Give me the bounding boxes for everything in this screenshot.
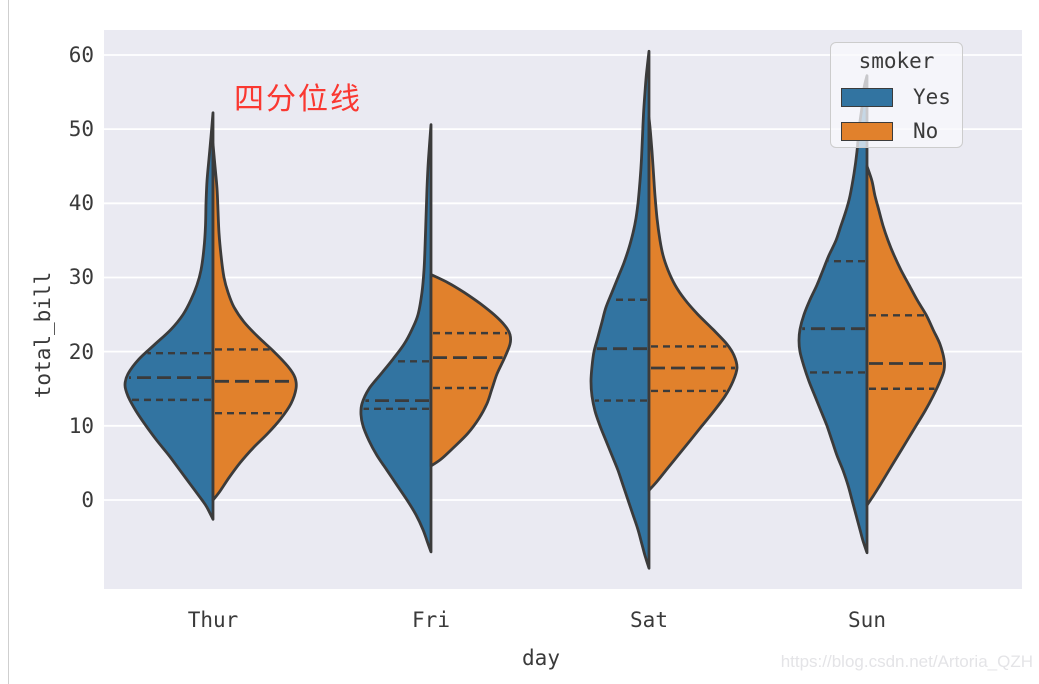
violin-Sat-Yes bbox=[589, 49, 651, 570]
y-tick-label-30: 30 bbox=[68, 265, 94, 290]
violin-Thur-No bbox=[211, 142, 298, 502]
violin-Fri-No bbox=[429, 273, 513, 468]
legend-entry-no: No bbox=[841, 119, 939, 143]
legend-label-yes: Yes bbox=[913, 85, 951, 109]
x-tick-label-Thur: Thur bbox=[187, 608, 239, 632]
quartile-annotation: 四分位线 bbox=[234, 82, 362, 117]
violin-Sun-Yes bbox=[797, 74, 869, 555]
y-tick-label-10: 10 bbox=[68, 413, 94, 438]
legend-title: smoker bbox=[858, 49, 935, 73]
violin-Fri-Yes bbox=[359, 123, 433, 554]
violin-Sat-No bbox=[647, 116, 739, 492]
y-axis-label: total_bill bbox=[31, 271, 55, 399]
x-axis-label: day bbox=[522, 646, 560, 670]
y-tick-label-40: 40 bbox=[68, 191, 94, 216]
violin-Thur-Yes bbox=[123, 111, 215, 521]
y-tick-label-20: 20 bbox=[68, 339, 94, 364]
y-tick-label-0: 0 bbox=[81, 488, 94, 512]
violin-Sun-No bbox=[865, 164, 946, 507]
legend-label-no: No bbox=[913, 119, 939, 143]
legend-swatch-yes bbox=[841, 87, 893, 107]
y-tick-label-50: 50 bbox=[68, 117, 94, 142]
watermark-url: https://blog.csdn.net/Artoria_QZH bbox=[780, 652, 1033, 671]
legend: smoker Yes No bbox=[830, 42, 963, 148]
x-tick-label-Sat: Sat bbox=[630, 608, 668, 632]
x-tick-label-Sun: Sun bbox=[848, 608, 886, 632]
y-tick-label-60: 60 bbox=[68, 42, 94, 67]
window-border bbox=[8, 0, 9, 684]
legend-swatch-no bbox=[841, 121, 893, 141]
x-tick-label-Fri: Fri bbox=[412, 608, 450, 632]
legend-entry-yes: Yes bbox=[841, 85, 951, 109]
